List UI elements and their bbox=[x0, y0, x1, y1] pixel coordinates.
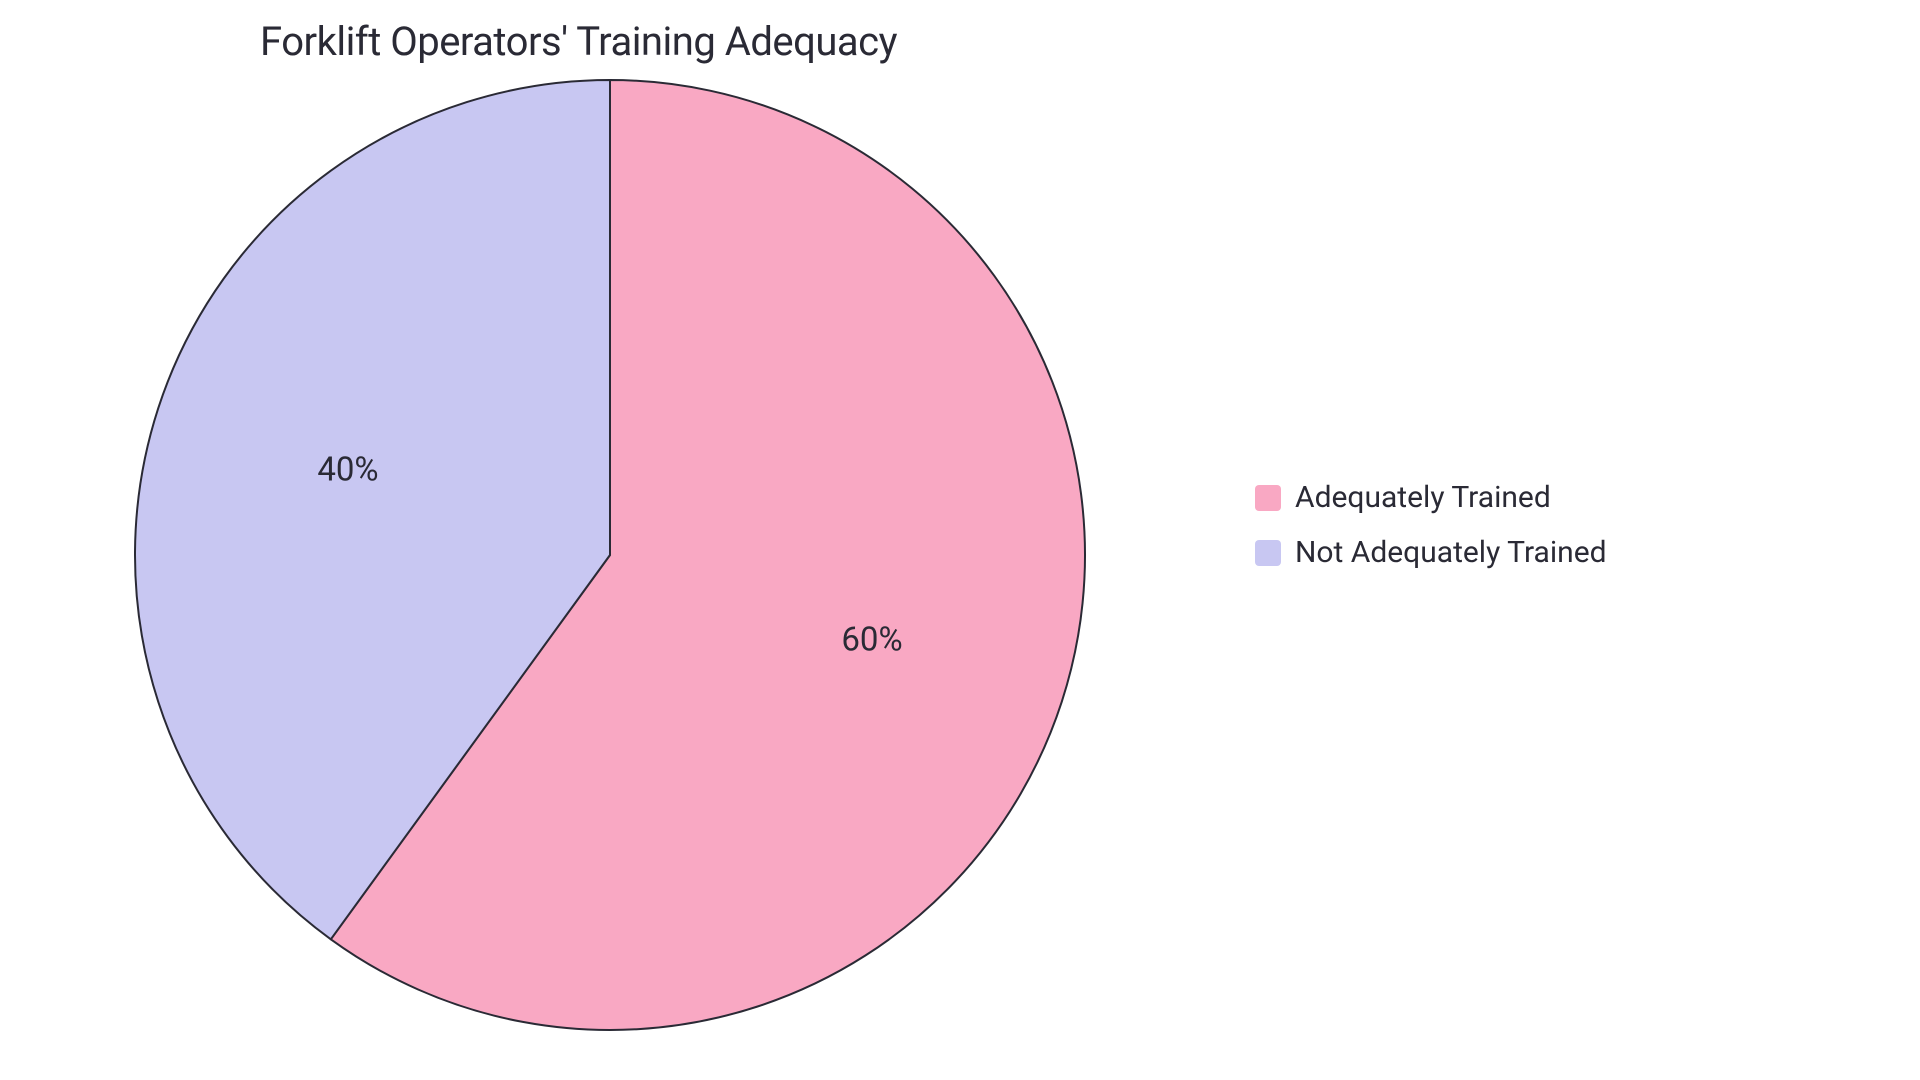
legend: Adequately Trained Not Adequately Trained bbox=[1255, 480, 1607, 570]
pie-slice-label-0: 60% bbox=[841, 621, 902, 660]
chart-title: Forklift Operators' Training Adequacy bbox=[260, 18, 897, 65]
pie-slice-label-1: 40% bbox=[317, 450, 378, 489]
pie-chart: 60% 40% bbox=[131, 76, 1089, 1034]
legend-swatch-0 bbox=[1255, 485, 1281, 511]
legend-label-0: Adequately Trained bbox=[1295, 480, 1551, 515]
chart-container: Forklift Operators' Training Adequacy 60… bbox=[0, 0, 1920, 1080]
pie-svg bbox=[131, 76, 1089, 1034]
legend-label-1: Not Adequately Trained bbox=[1295, 535, 1607, 570]
legend-swatch-1 bbox=[1255, 540, 1281, 566]
legend-item-1: Not Adequately Trained bbox=[1255, 535, 1607, 570]
legend-item-0: Adequately Trained bbox=[1255, 480, 1607, 515]
